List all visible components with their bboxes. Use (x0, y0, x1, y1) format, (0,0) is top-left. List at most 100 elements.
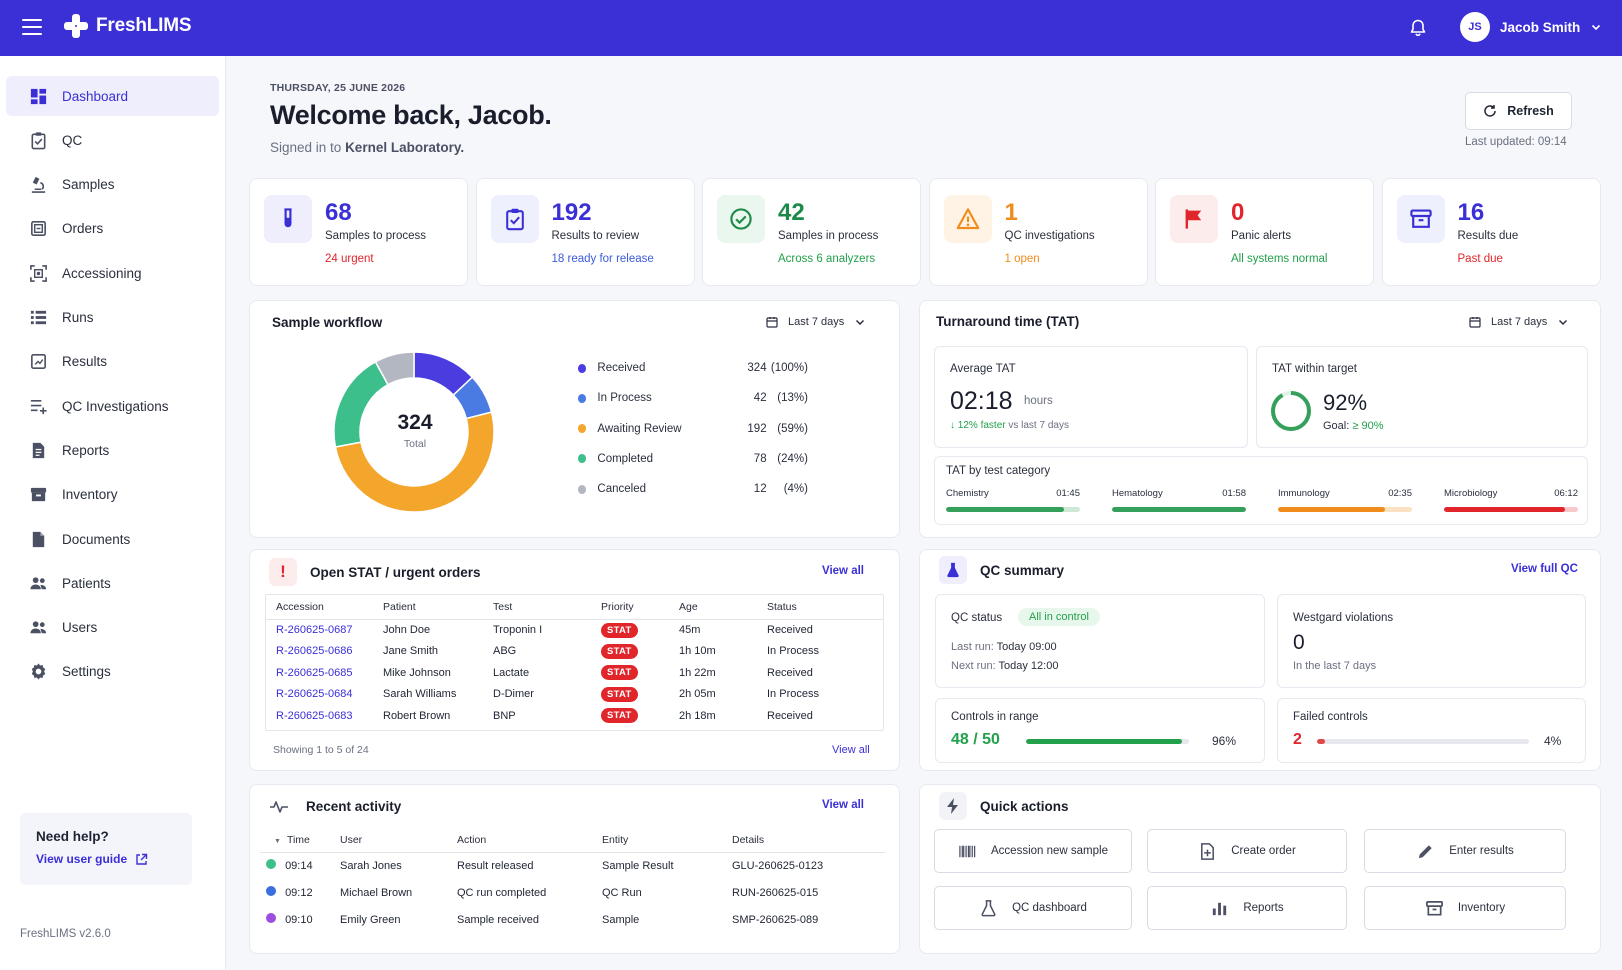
legend-pct: (59%) (777, 422, 808, 435)
help-title: Need help? (36, 829, 109, 844)
quick-action-reports-button[interactable]: Reports (1147, 886, 1347, 930)
quick-action-label: Reports (1243, 902, 1284, 914)
column-label: Entity (602, 833, 629, 846)
recent-activity-view-all[interactable]: View all (822, 799, 864, 811)
average-tat-label: Average TAT (950, 363, 1016, 375)
quick-action-accession-new-sample-button[interactable]: Accession new sample (934, 829, 1132, 873)
menu-icon[interactable] (22, 19, 42, 35)
user-guide-link[interactable]: View user guide (36, 852, 176, 866)
quick-action-inventory-button[interactable]: Inventory (1364, 886, 1566, 930)
sidebar-item-label: Settings (62, 664, 111, 680)
legend-count: 324 (747, 362, 767, 374)
kpi-card-results-to-review[interactable]: 192 Results to review 18 ready for relea… (475, 178, 695, 286)
sidebar-item-label: Inventory (62, 487, 118, 503)
status-cell: Received (767, 709, 813, 722)
status-cell: In Process (767, 645, 819, 658)
tat-category-bar (946, 507, 1080, 512)
action-cell: Sample received (457, 913, 539, 926)
sidebar-item-orders[interactable]: Orders (6, 209, 219, 249)
tat-category-name: Immunology (1278, 488, 1330, 499)
sidebar-item-users[interactable]: Users (6, 608, 219, 648)
user-guide-label: View user guide (36, 852, 128, 866)
workflow-range-select[interactable]: Last 7 days (766, 316, 866, 328)
alert-icon: ! (269, 558, 297, 586)
sidebar-item-qc-investigations[interactable]: QC Investigations (6, 386, 219, 426)
donut-slice-canceled (374, 351, 415, 386)
qc-status-card (935, 594, 1265, 688)
stat-orders-view-all[interactable]: View all (822, 565, 864, 577)
sidebar-item-results[interactable]: Results (6, 342, 219, 382)
sidebar-item-label: Documents (62, 531, 131, 547)
stat-orders-showing: Showing 1 to 5 of 24 (273, 744, 369, 756)
table-row[interactable]: R-260625-0687 John Doe Troponin I STAT 4… (266, 619, 883, 641)
age-cell: 1h 10m (679, 645, 716, 658)
accession-link[interactable]: R-260625-0684 (276, 688, 353, 701)
sidebar-item-settings[interactable]: Settings (6, 652, 219, 692)
time-cell: 09:14 (285, 860, 313, 873)
priority-badge: STAT (601, 643, 638, 659)
kpi-card-results-due[interactable]: 16 Results due Past due (1381, 178, 1601, 286)
controls-progress (1026, 739, 1189, 744)
kpi-subtext: 18 ready for release (551, 253, 654, 265)
entity-cell: QC Run (602, 886, 642, 899)
scan-icon (28, 263, 48, 283)
quick-action-create-order-button[interactable]: Create order (1147, 829, 1347, 873)
dashboard-icon (28, 86, 48, 106)
kpi-card-panic-alerts[interactable]: 0 Panic alerts All systems normal (1155, 178, 1374, 286)
legend-dot (578, 363, 587, 373)
accession-link[interactable]: R-260625-0685 (276, 666, 353, 679)
table-row[interactable]: 09:14 Sarah Jones Result released Sample… (260, 852, 885, 879)
table-row[interactable]: R-260625-0685 Mike Johnson Lactate STAT … (266, 662, 883, 684)
sidebar-item-inventory[interactable]: Inventory (6, 475, 219, 515)
goal-value: ≥ 90% (1352, 420, 1384, 432)
accession-link[interactable]: R-260625-0686 (276, 645, 353, 658)
orders-icon (28, 219, 48, 239)
sidebar-item-samples[interactable]: Samples (6, 165, 219, 205)
accession-link[interactable]: R-260625-0683 (276, 709, 353, 722)
sidebar-item-qc[interactable]: QC (6, 120, 219, 160)
refresh-button[interactable]: Refresh (1465, 92, 1572, 130)
user-menu[interactable]: JS Jacob Smith (1460, 12, 1602, 42)
legend-pct: (100%) (770, 362, 808, 374)
legend-name: In Process (597, 392, 652, 405)
view-full-qc-link[interactable]: View full QC (1511, 563, 1578, 575)
sidebar-item-dashboard[interactable]: Dashboard (6, 76, 219, 116)
stat-orders-view-all-bottom[interactable]: View all (832, 744, 870, 756)
quick-action-qc-dashboard-button[interactable]: QC dashboard (934, 886, 1132, 930)
table-row[interactable]: R-260625-0683 Robert Brown BNP STAT 2h 1… (266, 705, 883, 727)
quick-actions-title: Quick actions (980, 799, 1069, 814)
sidebar-item-reports[interactable]: Reports (6, 430, 219, 470)
bar-chart-icon (1210, 899, 1229, 918)
sidebar-item-patients[interactable]: Patients (6, 563, 219, 603)
controls-value: 48 / 50 (951, 731, 1000, 748)
sidebar-item-accessioning[interactable]: Accessioning (6, 253, 219, 293)
kpi-value: 42 (778, 199, 805, 226)
sidebar-item-documents[interactable]: Documents (6, 519, 219, 559)
table-row[interactable]: R-260625-0684 Sarah Williams D-Dimer STA… (266, 684, 883, 706)
test-tube-icon (264, 195, 312, 243)
tat-range-select[interactable]: Last 7 days (1469, 316, 1569, 328)
file-plus-icon (1198, 842, 1217, 861)
entity-cell: Sample Result (602, 859, 674, 872)
column-header: Details (722, 828, 885, 852)
quick-action-enter-results-button[interactable]: Enter results (1364, 829, 1566, 873)
kpi-card-samples-to-process[interactable]: 68 Samples to process 24 urgent (249, 178, 468, 286)
kpi-card-qc-investigations[interactable]: 1 QC investigations 1 open (928, 178, 1148, 286)
donut-total: 324 (397, 411, 433, 434)
column-header: Priority (601, 600, 634, 613)
accession-link[interactable]: R-260625-0687 (276, 624, 353, 636)
tat-category-chemistry: Chemistry 01:45 (946, 488, 1080, 512)
brand[interactable]: FreshLIMS (64, 14, 192, 38)
recent-activity-panel (249, 784, 900, 954)
sidebar-item-runs[interactable]: Runs (6, 298, 219, 338)
table-row[interactable]: 09:10 Emily Green Sample received Sample… (260, 906, 885, 933)
quick-action-label: QC dashboard (1012, 902, 1087, 914)
table-row[interactable]: 09:12 Michael Brown QC run completed QC … (260, 879, 885, 906)
sort-icon[interactable]: ▼ (274, 837, 281, 845)
legend-pct: (24%) (777, 452, 808, 465)
kpi-value: 0 (1231, 199, 1245, 226)
bell-icon[interactable] (1408, 18, 1428, 38)
table-row[interactable]: R-260625-0686 Jane Smith ABG STAT 1h 10m… (266, 641, 883, 663)
archive-icon (1396, 195, 1445, 243)
kpi-card-samples-in-process[interactable]: 42 Samples in process Across 6 analyzers (702, 178, 921, 286)
